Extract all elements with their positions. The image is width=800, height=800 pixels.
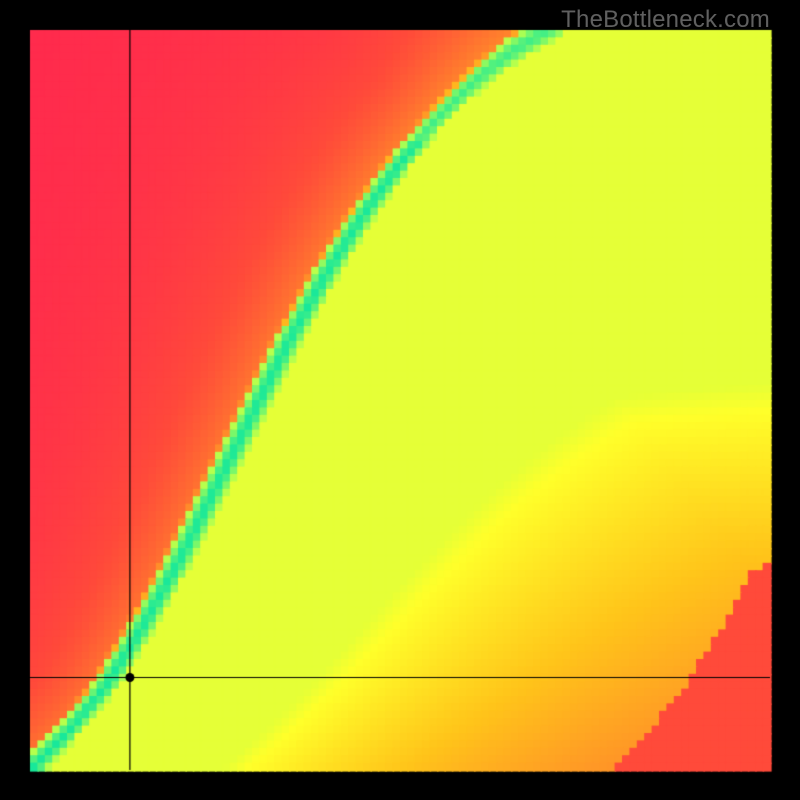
watermark-text: TheBottleneck.com — [561, 6, 770, 34]
chart-container: TheBottleneck.com — [0, 0, 800, 800]
heatmap-canvas — [0, 0, 800, 800]
